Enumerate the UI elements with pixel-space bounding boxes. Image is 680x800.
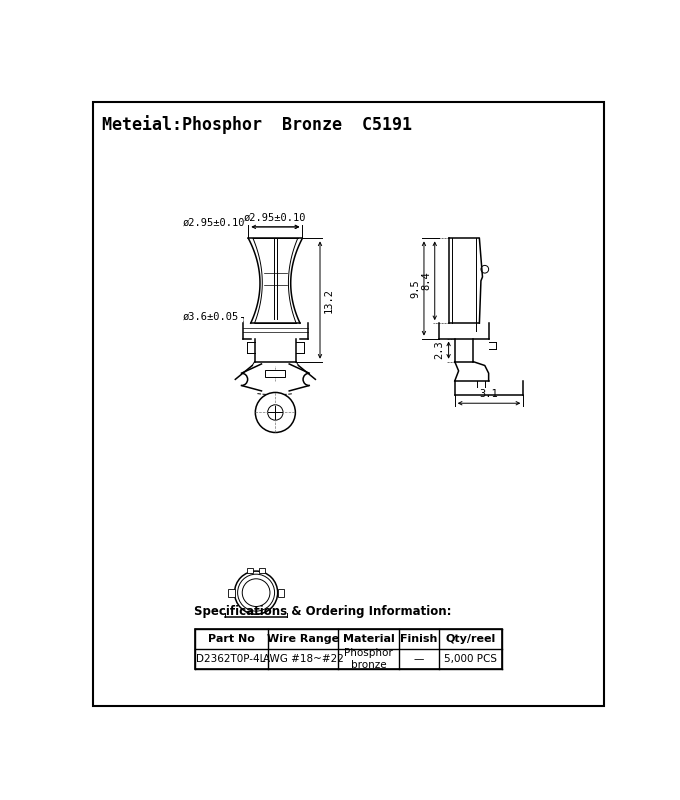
- Bar: [194, 629, 503, 669]
- Text: Part No: Part No: [207, 634, 254, 644]
- Text: 3.1: 3.1: [479, 390, 498, 399]
- Text: AWG #18~#22: AWG #18~#22: [262, 654, 343, 664]
- Text: Meteial:Phosphor  Bronze  C5191: Meteial:Phosphor Bronze C5191: [102, 115, 412, 134]
- Text: Phosphor
bronze: Phosphor bronze: [344, 648, 393, 670]
- Text: ø2.95±0.10: ø2.95±0.10: [183, 218, 245, 228]
- Text: Qty/reel: Qty/reel: [445, 634, 496, 644]
- Text: 8.4: 8.4: [421, 271, 431, 290]
- Text: 5,000 PCS: 5,000 PCS: [444, 654, 497, 664]
- Text: 9.5: 9.5: [410, 279, 420, 298]
- Circle shape: [481, 266, 489, 273]
- Text: Specifications & Ordering Information:: Specifications & Ordering Information:: [194, 605, 452, 618]
- Text: Finish: Finish: [400, 634, 437, 644]
- Text: 2.3: 2.3: [435, 341, 445, 359]
- Text: D2362T0P-4L: D2362T0P-4L: [197, 654, 266, 664]
- Circle shape: [255, 393, 295, 433]
- Bar: [265, 370, 286, 377]
- Text: ø2.95±0.10: ø2.95±0.10: [244, 213, 307, 223]
- Bar: [277, 589, 284, 597]
- Circle shape: [237, 574, 275, 611]
- Text: Material: Material: [343, 634, 394, 644]
- Text: Wire Range: Wire Range: [267, 634, 339, 644]
- Bar: [228, 589, 235, 597]
- Text: —: —: [413, 654, 424, 664]
- Bar: [259, 568, 265, 573]
- Circle shape: [268, 405, 283, 420]
- Text: ø3.6±0.05: ø3.6±0.05: [183, 312, 239, 322]
- Text: 13.2: 13.2: [324, 287, 334, 313]
- Circle shape: [235, 571, 277, 614]
- Bar: [247, 568, 253, 573]
- Circle shape: [242, 578, 270, 606]
